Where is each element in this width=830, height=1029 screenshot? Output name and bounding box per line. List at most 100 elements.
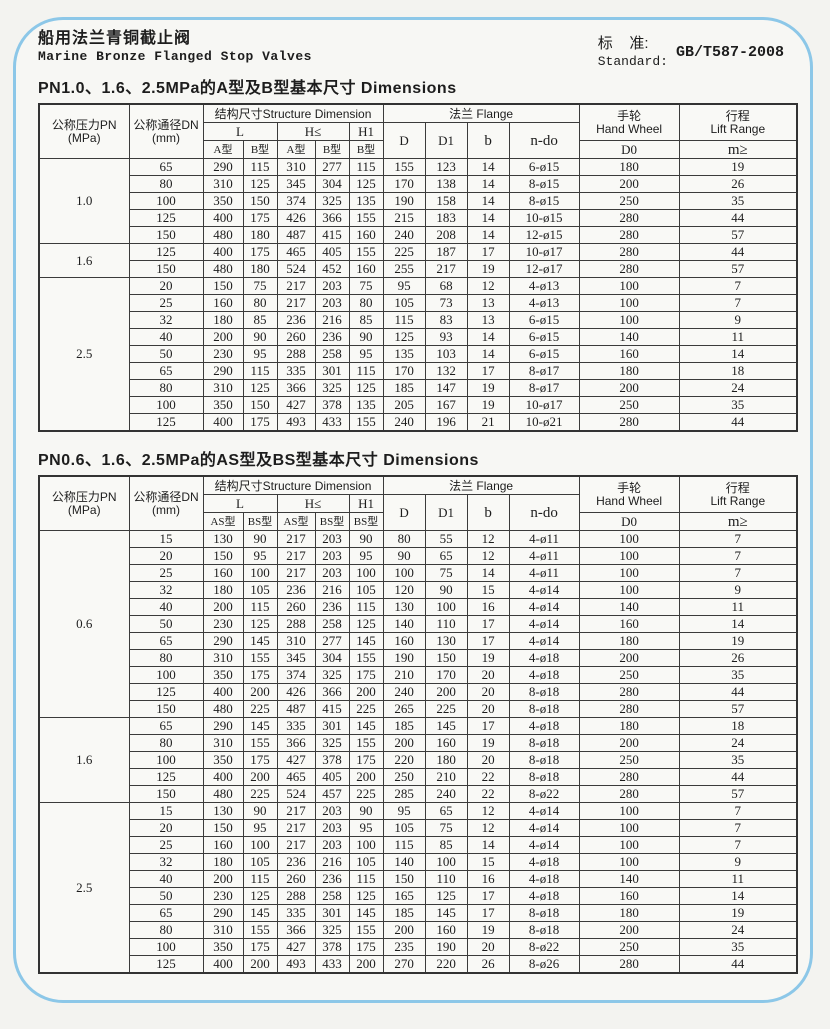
value-cell: 310 <box>202 734 244 752</box>
value-cell: 100 <box>578 564 680 582</box>
value-cell: 15 <box>466 581 510 599</box>
value-cell: 180 <box>202 311 244 329</box>
value-cell: 185 <box>382 904 426 922</box>
value-cell: 115 <box>382 311 426 329</box>
value-cell: 4-ø14 <box>508 598 580 616</box>
table-row: 32 180 105 236 216 105 120 90 15 4-ø14 100 9 <box>39 581 798 599</box>
value-cell: 19 <box>678 158 798 176</box>
header-D: D <box>382 494 426 531</box>
table-row: 2.5 15 130 90 217 203 90 95 65 12 4-ø14 100 7 <box>38 802 798 974</box>
header-dn-zh: 公称通径DN <box>133 489 199 504</box>
value-cell: 170 <box>382 175 426 193</box>
value-cell: 280 <box>578 785 680 803</box>
value-cell: 427 <box>276 751 316 769</box>
header-handwheel-zh: 手轮 <box>617 108 642 123</box>
header-dn: 公称通径DN (mm) <box>128 103 204 159</box>
value-cell: 400 <box>202 768 244 786</box>
header-type-a: A型 <box>276 140 316 159</box>
value-cell: 4-ø14 <box>508 632 580 650</box>
value-cell: 90 <box>242 328 278 346</box>
header-L: L <box>202 122 278 141</box>
value-cell: 366 <box>276 379 316 397</box>
value-cell: 19 <box>678 632 798 650</box>
value-cell: 100 <box>578 277 680 295</box>
header-dn: 公称通径DN (mm) <box>128 475 204 531</box>
value-cell: 110 <box>424 870 468 888</box>
header-lift-range: 行程 Lift Range <box>678 103 798 141</box>
value-cell: 24 <box>678 734 798 752</box>
value-cell: 280 <box>578 260 680 278</box>
value-cell: 115 <box>242 158 278 176</box>
header-lift-en: Lift Range <box>710 493 766 508</box>
table-row: 100 350 150 427 378 135 205 167 19 10-ø17 250 35 <box>39 396 798 414</box>
table-row: 150 480 225 524 457 225 285 240 22 8-ø22 280 57 <box>39 785 798 803</box>
value-cell: 15 <box>466 853 510 871</box>
value-cell: 80 <box>242 294 278 312</box>
value-cell: 350 <box>202 938 244 956</box>
value-cell: 140 <box>382 615 426 633</box>
value-cell: 10-ø17 <box>508 243 580 261</box>
value-cell: 44 <box>678 413 798 432</box>
value-cell: 130 <box>202 802 244 820</box>
table-row: 80 310 125 345 304 125 170 138 14 8-ø15 200 26 <box>39 175 798 193</box>
value-cell: 21 <box>466 413 510 432</box>
value-cell: 160 <box>578 345 680 363</box>
value-cell: 260 <box>276 870 316 888</box>
value-cell: 236 <box>314 328 350 346</box>
dn-cell: 50 <box>128 615 204 633</box>
value-cell: 290 <box>202 904 244 922</box>
value-cell: 325 <box>314 666 350 684</box>
table-row: 65 290 115 335 301 115 170 132 17 8-ø17 180 18 <box>39 362 798 380</box>
value-cell: 205 <box>382 396 426 414</box>
value-cell: 90 <box>348 802 384 820</box>
header-lift-zh: 行程 <box>725 108 750 123</box>
header-lift-zh: 行程 <box>725 480 750 495</box>
value-cell: 415 <box>314 700 350 718</box>
value-cell: 285 <box>382 785 426 803</box>
value-cell: 12 <box>466 819 510 837</box>
value-cell: 236 <box>314 598 350 616</box>
value-cell: 288 <box>276 345 316 363</box>
value-cell: 175 <box>242 413 278 432</box>
value-cell: 220 <box>382 751 426 769</box>
value-cell: 85 <box>348 311 384 329</box>
value-cell: 8-ø18 <box>508 751 580 769</box>
value-cell: 7 <box>678 547 798 565</box>
dn-cell: 125 <box>128 683 204 701</box>
value-cell: 135 <box>382 345 426 363</box>
table-row: 50 230 125 288 258 125 165 125 17 4-ø18 160 14 <box>39 887 798 905</box>
header-handwheel: 手轮 Hand Wheel <box>578 475 680 513</box>
value-cell: 19 <box>466 396 510 414</box>
value-cell: 4-ø18 <box>508 870 580 888</box>
value-cell: 225 <box>242 785 278 803</box>
value-cell: 175 <box>348 938 384 956</box>
header-H: H≤ <box>276 122 350 141</box>
value-cell: 9 <box>678 581 798 599</box>
pressure-group-cell: 0.6 <box>38 530 130 718</box>
value-cell: 310 <box>202 175 244 193</box>
value-cell: 203 <box>314 277 350 295</box>
value-cell: 4-ø13 <box>508 277 580 295</box>
value-cell: 130 <box>202 530 244 548</box>
dn-cell: 15 <box>128 530 204 548</box>
value-cell: 22 <box>466 768 510 786</box>
value-cell: 100 <box>578 581 680 599</box>
header-D1: D1 <box>424 494 468 531</box>
value-cell: 288 <box>276 887 316 905</box>
value-cell: 427 <box>276 396 316 414</box>
value-cell: 155 <box>242 921 278 939</box>
value-cell: 35 <box>678 751 798 769</box>
document-header: 船用法兰青铜截止阀 Marine Bronze Flanged Stop Val… <box>38 29 792 70</box>
value-cell: 487 <box>276 700 316 718</box>
value-cell: 110 <box>424 615 468 633</box>
standard-label-zh: 标 准: <box>597 35 649 52</box>
value-cell: 105 <box>382 294 426 312</box>
table-row: 125 400 175 493 433 155 240 196 21 10-ø21 280 44 <box>39 413 798 432</box>
dn-cell: 65 <box>128 904 204 922</box>
dn-cell: 40 <box>128 598 204 616</box>
title-block: 船用法兰青铜截止阀 Marine Bronze Flanged Stop Val… <box>38 29 312 65</box>
value-cell: 200 <box>348 955 384 974</box>
pressure-group-cell: 1.6 <box>38 717 130 803</box>
value-cell: 57 <box>678 226 798 244</box>
value-cell: 7 <box>678 277 798 295</box>
